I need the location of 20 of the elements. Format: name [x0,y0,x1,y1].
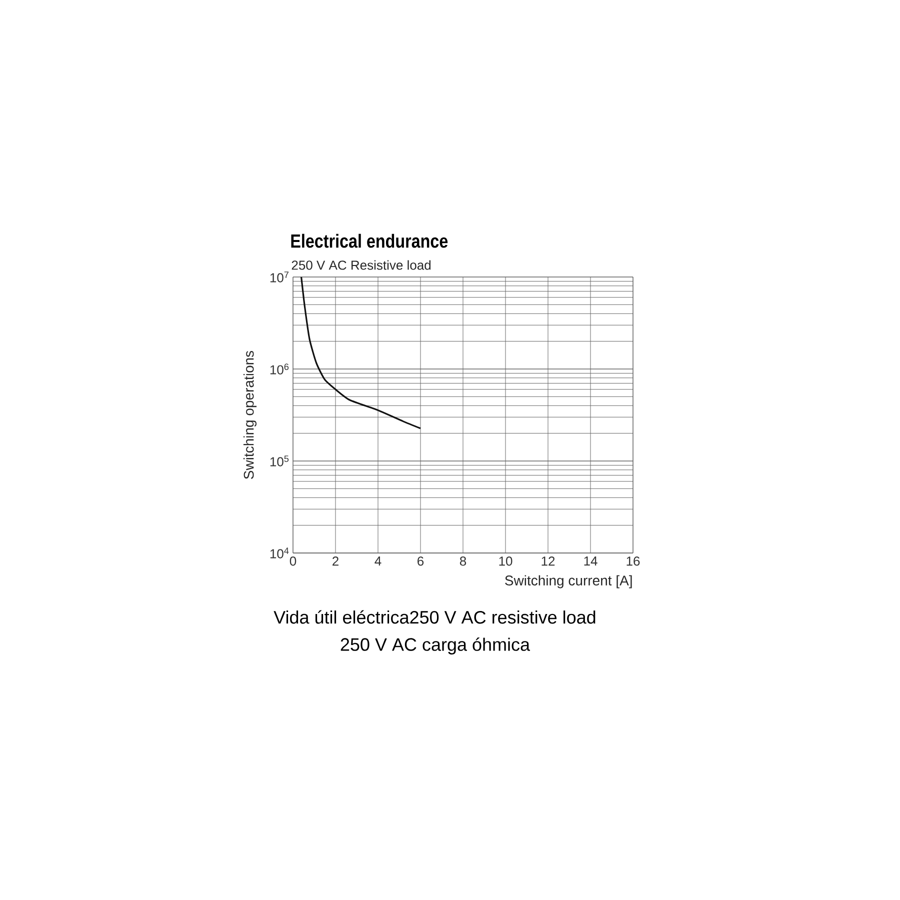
x-tick-label: 6 [418,556,424,566]
y-tick-label: 10$^{5}$ [270,456,289,466]
x-tick-label: 12 [542,556,555,566]
x-tick-label: 8 [460,556,466,566]
y-tick-label: 10$^{6}$ [270,364,289,374]
x-tick-label: 10 [499,556,512,566]
x-tick-label: 14 [584,556,598,566]
chart-subtitle: 250 V AC Resistive load [292,260,431,270]
y-tick-label: 10$^{7}$ [270,272,289,282]
line-series [300,276,422,430]
x-axis-title: Switching current [A] [505,575,632,588]
x-tick-label: 16 [626,556,640,566]
x-tick-label: 2 [332,556,338,566]
text: 250 V AC carga óhmica [340,638,530,654]
y-axis-title: Switching operations [243,350,257,479]
chart-title: Electrical endurance [291,234,448,248]
x-tick-label: 4 [374,556,382,566]
text: Vida útil eléctrica250 V AC resistive load [274,610,596,624]
x-tick-label: 0 [290,556,296,566]
y-tick-label: 10$^{4}$ [270,548,289,558]
